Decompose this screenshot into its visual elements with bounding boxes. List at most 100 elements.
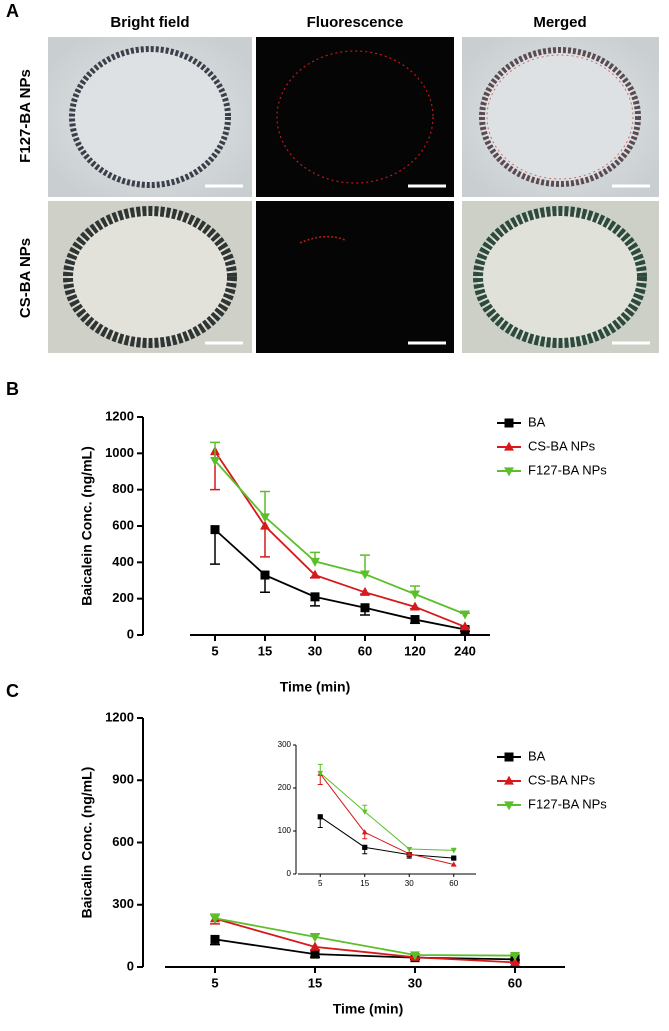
marker (317, 814, 323, 820)
x-tick-label: 5 (211, 975, 218, 990)
row-header: CS-BA NPs (17, 238, 34, 318)
x-tick-label: 15 (258, 643, 272, 658)
micrograph (256, 37, 454, 197)
marker (510, 951, 520, 961)
y-tick-label: 1200 (105, 408, 134, 423)
x-axis-label: Time (min) (333, 1001, 404, 1017)
panel-label: A (6, 1, 19, 21)
signal (299, 235, 346, 244)
legend-label: BA (528, 414, 546, 429)
marker (362, 844, 368, 850)
marker (450, 848, 457, 854)
row-header: F127-BA NPs (17, 69, 34, 163)
marker (310, 933, 320, 943)
y-axis-label: Baicalein Conc. (ng/mL) (79, 446, 95, 605)
x-tick-label: 5 (211, 643, 218, 658)
x-axis-label: Time (min) (280, 679, 351, 695)
vessel (63, 206, 237, 348)
marker (260, 520, 270, 530)
marker (310, 949, 320, 959)
y-tick-label: 1200 (105, 709, 134, 724)
marker (361, 829, 368, 835)
vessel (479, 47, 641, 187)
y-tick-label: 800 (112, 481, 134, 496)
y-tick-label: 600 (112, 517, 134, 532)
marker (317, 770, 324, 777)
y-tick-label: 0 (127, 958, 134, 973)
x-tick-label: 15 (360, 879, 369, 888)
series-line (214, 528, 466, 631)
series-line (214, 938, 516, 961)
vessel (486, 54, 634, 180)
marker (260, 513, 270, 523)
legend-label: CS-BA NPs (528, 438, 596, 453)
marker (450, 861, 457, 867)
y-tick-label: 900 (112, 772, 134, 787)
marker (451, 855, 457, 861)
column-header: Bright field (110, 14, 189, 31)
marker (310, 941, 320, 951)
x-tick-label: 5 (318, 879, 323, 888)
panel-label: C (6, 681, 19, 701)
error-bar (210, 529, 220, 565)
marker (360, 570, 370, 580)
legend-label: BA (528, 748, 546, 763)
marker (360, 603, 370, 613)
marker (310, 569, 320, 579)
error-bar (260, 490, 270, 517)
column-header: Merged (533, 14, 586, 31)
marker (410, 951, 420, 961)
series-line (319, 772, 454, 851)
x-tick-label: 30 (405, 879, 414, 888)
x-tick-label: 60 (508, 975, 522, 990)
series-line (214, 917, 516, 957)
marker (310, 557, 320, 567)
y-tick-label: 1000 (105, 445, 134, 460)
x-tick-label: 60 (358, 643, 372, 658)
marker (410, 590, 420, 600)
vessel (276, 50, 434, 184)
panel-label: B (6, 379, 19, 399)
marker (406, 850, 413, 856)
marker (360, 586, 370, 596)
marker (504, 418, 514, 428)
micrograph (256, 201, 454, 353)
vessel (473, 206, 647, 348)
x-tick-label: 60 (449, 879, 458, 888)
y-tick-label: 400 (112, 554, 134, 569)
marker (406, 846, 413, 853)
y-tick-label: 600 (112, 834, 134, 849)
series-line (214, 451, 466, 628)
y-tick-label: 100 (278, 826, 292, 835)
marker (504, 801, 514, 811)
marker (210, 914, 220, 924)
y-tick-label: 300 (112, 896, 134, 911)
y-tick-label: 200 (112, 590, 134, 605)
x-tick-label: 15 (308, 975, 322, 990)
y-tick-label: 300 (278, 740, 292, 749)
marker (504, 775, 514, 785)
marker (260, 570, 270, 580)
series-line (319, 773, 454, 866)
marker (210, 457, 220, 466)
legend-label: F127-BA NPs (528, 462, 607, 477)
marker (460, 621, 470, 631)
x-tick-label: 240 (454, 643, 476, 658)
marker (504, 467, 514, 477)
marker (210, 525, 220, 535)
marker (310, 592, 320, 602)
marker (361, 809, 368, 815)
y-axis-label: Baicalin Conc. (ng/mL) (79, 767, 95, 919)
marker (210, 934, 220, 944)
marker (410, 601, 420, 611)
marker (504, 752, 514, 762)
series-line (319, 816, 454, 859)
x-tick-label: 30 (308, 643, 322, 658)
column-header: Fluorescence (307, 14, 404, 31)
y-tick-label: 0 (127, 626, 134, 641)
x-tick-label: 120 (404, 643, 426, 658)
x-tick-label: 30 (408, 975, 422, 990)
marker (410, 615, 420, 625)
marker (504, 441, 514, 451)
